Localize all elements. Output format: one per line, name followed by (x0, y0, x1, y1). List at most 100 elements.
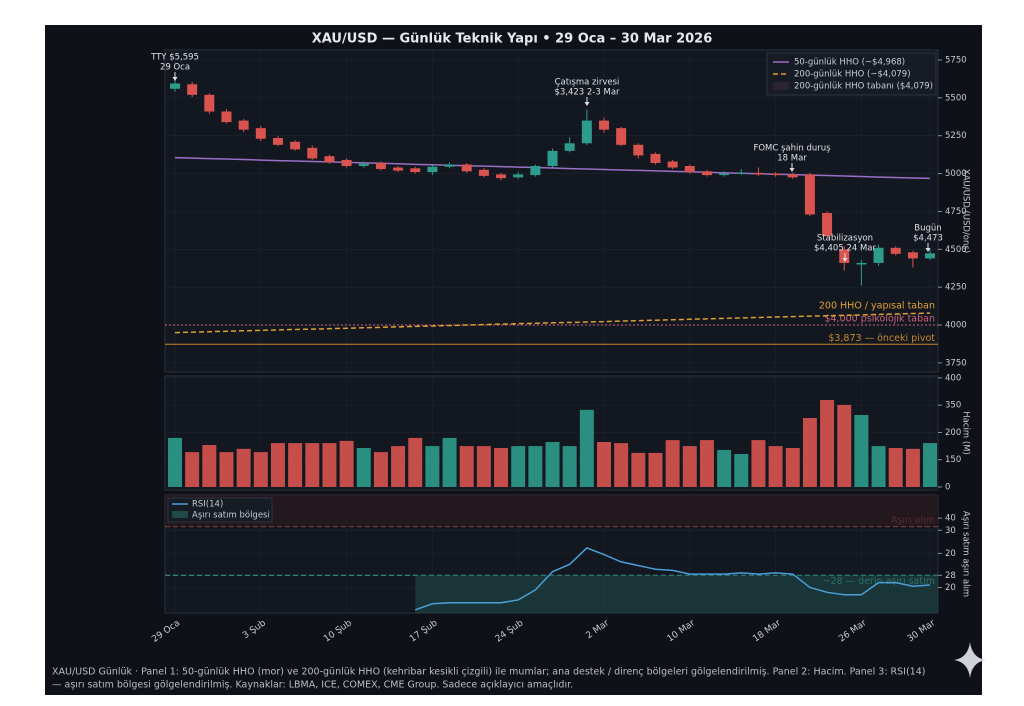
candle-body (856, 262, 867, 265)
annotation: Bugün (914, 224, 941, 234)
candle-body (255, 128, 266, 139)
y-tick-label: 400 (945, 373, 961, 383)
legend-label: Aşırı satım bölgesi (192, 511, 270, 521)
volume-bar (597, 442, 611, 487)
y-tick-label: 40 (945, 514, 956, 524)
volume-bar (425, 446, 440, 487)
annotation: $4,473 (913, 234, 943, 244)
annotation: FOMC şahin duruş (753, 144, 831, 154)
y-tick-label: 350 (945, 401, 961, 411)
candle-body (684, 166, 695, 173)
volume-bar (270, 443, 285, 487)
volume-bar (837, 404, 852, 487)
candle-body (204, 94, 215, 112)
annotation: 18 Mar (777, 154, 807, 164)
volume-bar (168, 437, 182, 487)
candle-body (581, 120, 592, 144)
candle-body (513, 174, 524, 178)
candle-body (925, 253, 936, 259)
candle-body (787, 174, 798, 178)
candle-body (547, 150, 558, 167)
candle-body (822, 212, 833, 236)
annotation-arrowhead (172, 77, 178, 81)
volume-bar (236, 448, 251, 487)
overbought-zone (165, 495, 938, 527)
volume-bar (511, 446, 526, 487)
candle-body (804, 174, 815, 215)
volume-bar (871, 446, 886, 487)
volume-bar (923, 443, 938, 487)
candle-body (839, 249, 850, 263)
annotation-arrowhead (925, 248, 931, 252)
y-tick-label: 3750 (945, 358, 967, 368)
annotation: 29 Oca (160, 63, 190, 73)
candle-body (890, 247, 901, 254)
candle-body (393, 167, 404, 171)
footnote: — aşırı satım bölgesi gölgelendirilmiş. … (52, 680, 573, 691)
volume-bar (699, 440, 714, 487)
candle-body (410, 168, 421, 173)
y-axis-label: Hacim (M) (961, 411, 971, 455)
candle-body (427, 166, 438, 173)
volume-bar (356, 448, 371, 487)
annotation-arrowhead (789, 168, 795, 172)
volume-bar (888, 448, 903, 487)
volume-bar (545, 442, 560, 487)
volume-bar (459, 446, 474, 487)
legend-label: 200-günlük HHO tabanı ($4,079) (794, 82, 933, 92)
annotation-arrowhead (842, 258, 848, 262)
candle-body (530, 166, 541, 176)
y-tick-label: 30 (945, 526, 956, 536)
candle-body (667, 161, 678, 168)
candle-body (307, 147, 318, 159)
y-tick-label: 20 (945, 549, 956, 559)
volume-bar (802, 418, 817, 487)
legend-swatch (172, 511, 188, 518)
y-tick-label: 28 (945, 571, 956, 581)
candle-body (599, 120, 609, 130)
volume-bar (219, 452, 234, 487)
volume-bar (665, 440, 680, 487)
candle-body (873, 247, 884, 263)
y-tick-label: 5750 (945, 55, 967, 65)
y-axis-label: XAU/USD (USD/ons) (961, 169, 971, 253)
candle-body (221, 111, 232, 123)
legend-label: 200-günlük HHO (~$4,079) (794, 70, 911, 80)
ma-line (174, 312, 931, 334)
volume-bar (648, 452, 663, 487)
candle-body (753, 172, 764, 175)
annotation: Çatışma zirvesi (555, 78, 620, 88)
y-tick-label: 20 (945, 583, 956, 593)
annotation: $4,405 24 Mar (814, 244, 877, 254)
ma-label: 200 HHO / yapısal taban (819, 301, 935, 312)
volume-bar (202, 445, 217, 487)
y-tick-label: 4000 (945, 321, 967, 331)
candle-body (478, 169, 489, 176)
ma-line (174, 156, 931, 180)
y-tick-label: 5250 (945, 131, 967, 141)
candle-body (461, 164, 472, 172)
volume-bar (339, 440, 354, 487)
volume-bar (905, 448, 920, 487)
candle-body (633, 144, 644, 156)
rsi-line (414, 547, 931, 611)
candle-body (701, 171, 712, 176)
volume-bar (322, 443, 337, 487)
annotation: Stabilizasyon (817, 234, 873, 244)
candle-body (272, 137, 283, 145)
candle-body (324, 156, 335, 163)
volume-bar (614, 443, 629, 487)
legend-box (766, 52, 937, 96)
volume-bar (717, 449, 732, 487)
footnote: XAU/USD Günlük · Panel 1: 50-günlük HHO … (52, 667, 925, 678)
volume-bar (562, 446, 577, 487)
volume-bar (528, 446, 543, 487)
volume-bar (682, 446, 697, 487)
candle-body (444, 164, 455, 167)
candle-body (650, 153, 661, 163)
legend-label: RSI(14) (192, 500, 223, 510)
level-label: $4,000 psikolojik taban (824, 314, 935, 325)
volume-bar (305, 443, 320, 487)
volume-bar (391, 446, 406, 487)
y-tick-label: 4750 (945, 207, 967, 217)
